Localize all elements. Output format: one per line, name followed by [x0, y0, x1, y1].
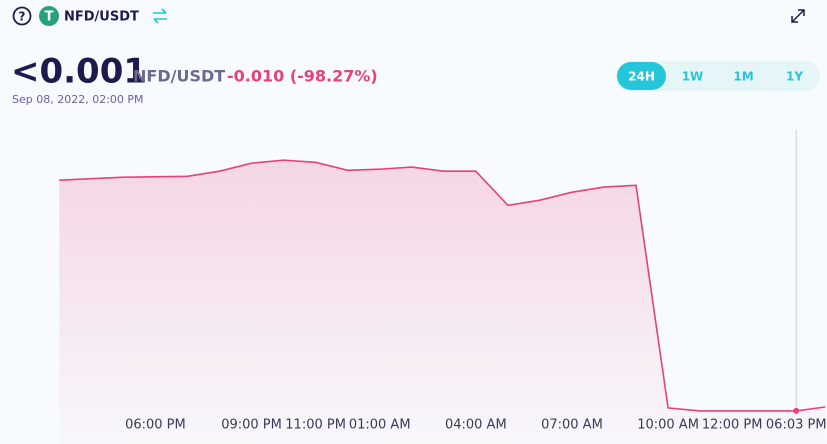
crosshair-label: 06:03 PM — [766, 418, 827, 433]
range-button[interactable]: 24H — [628, 70, 655, 84]
pair: NFD/USDT — [64, 10, 139, 25]
date: Sep 08, 2022, 02:00 PM — [12, 93, 144, 106]
x-tick-label: 10:00 AM — [637, 418, 699, 433]
quote: NFD/USDT — [133, 67, 225, 86]
hover-dot — [793, 407, 800, 414]
x-tick-label: 06:00 PM — [125, 418, 186, 433]
help-icon[interactable]: ? — [12, 6, 32, 26]
area — [59, 160, 826, 444]
x-tick-label: 07:00 AM — [541, 418, 603, 433]
range-active — [617, 62, 666, 90]
x-tick-label: 09:00 PM — [221, 418, 282, 433]
change: -0.010 (-98.27%) — [227, 67, 378, 86]
expand-icon[interactable] — [791, 9, 805, 23]
x-tick-label: 01:00 AM — [349, 418, 411, 433]
price: <0.001 — [11, 52, 147, 92]
range-button[interactable]: 1W — [682, 70, 704, 84]
range-button[interactable]: 1M — [733, 70, 753, 84]
svg-text:T: T — [45, 10, 54, 25]
svg-text:?: ? — [19, 10, 26, 24]
range-button[interactable]: 1Y — [786, 70, 803, 84]
x-tick-label: 12:00 PM — [702, 418, 763, 433]
token-icon: T — [39, 6, 59, 26]
x-tick-label: 04:00 AM — [445, 418, 507, 433]
x-tick-label: 11:00 PM — [285, 418, 346, 433]
swap-icon[interactable] — [153, 8, 167, 24]
range-selector — [616, 61, 820, 91]
line — [59, 159, 826, 412]
